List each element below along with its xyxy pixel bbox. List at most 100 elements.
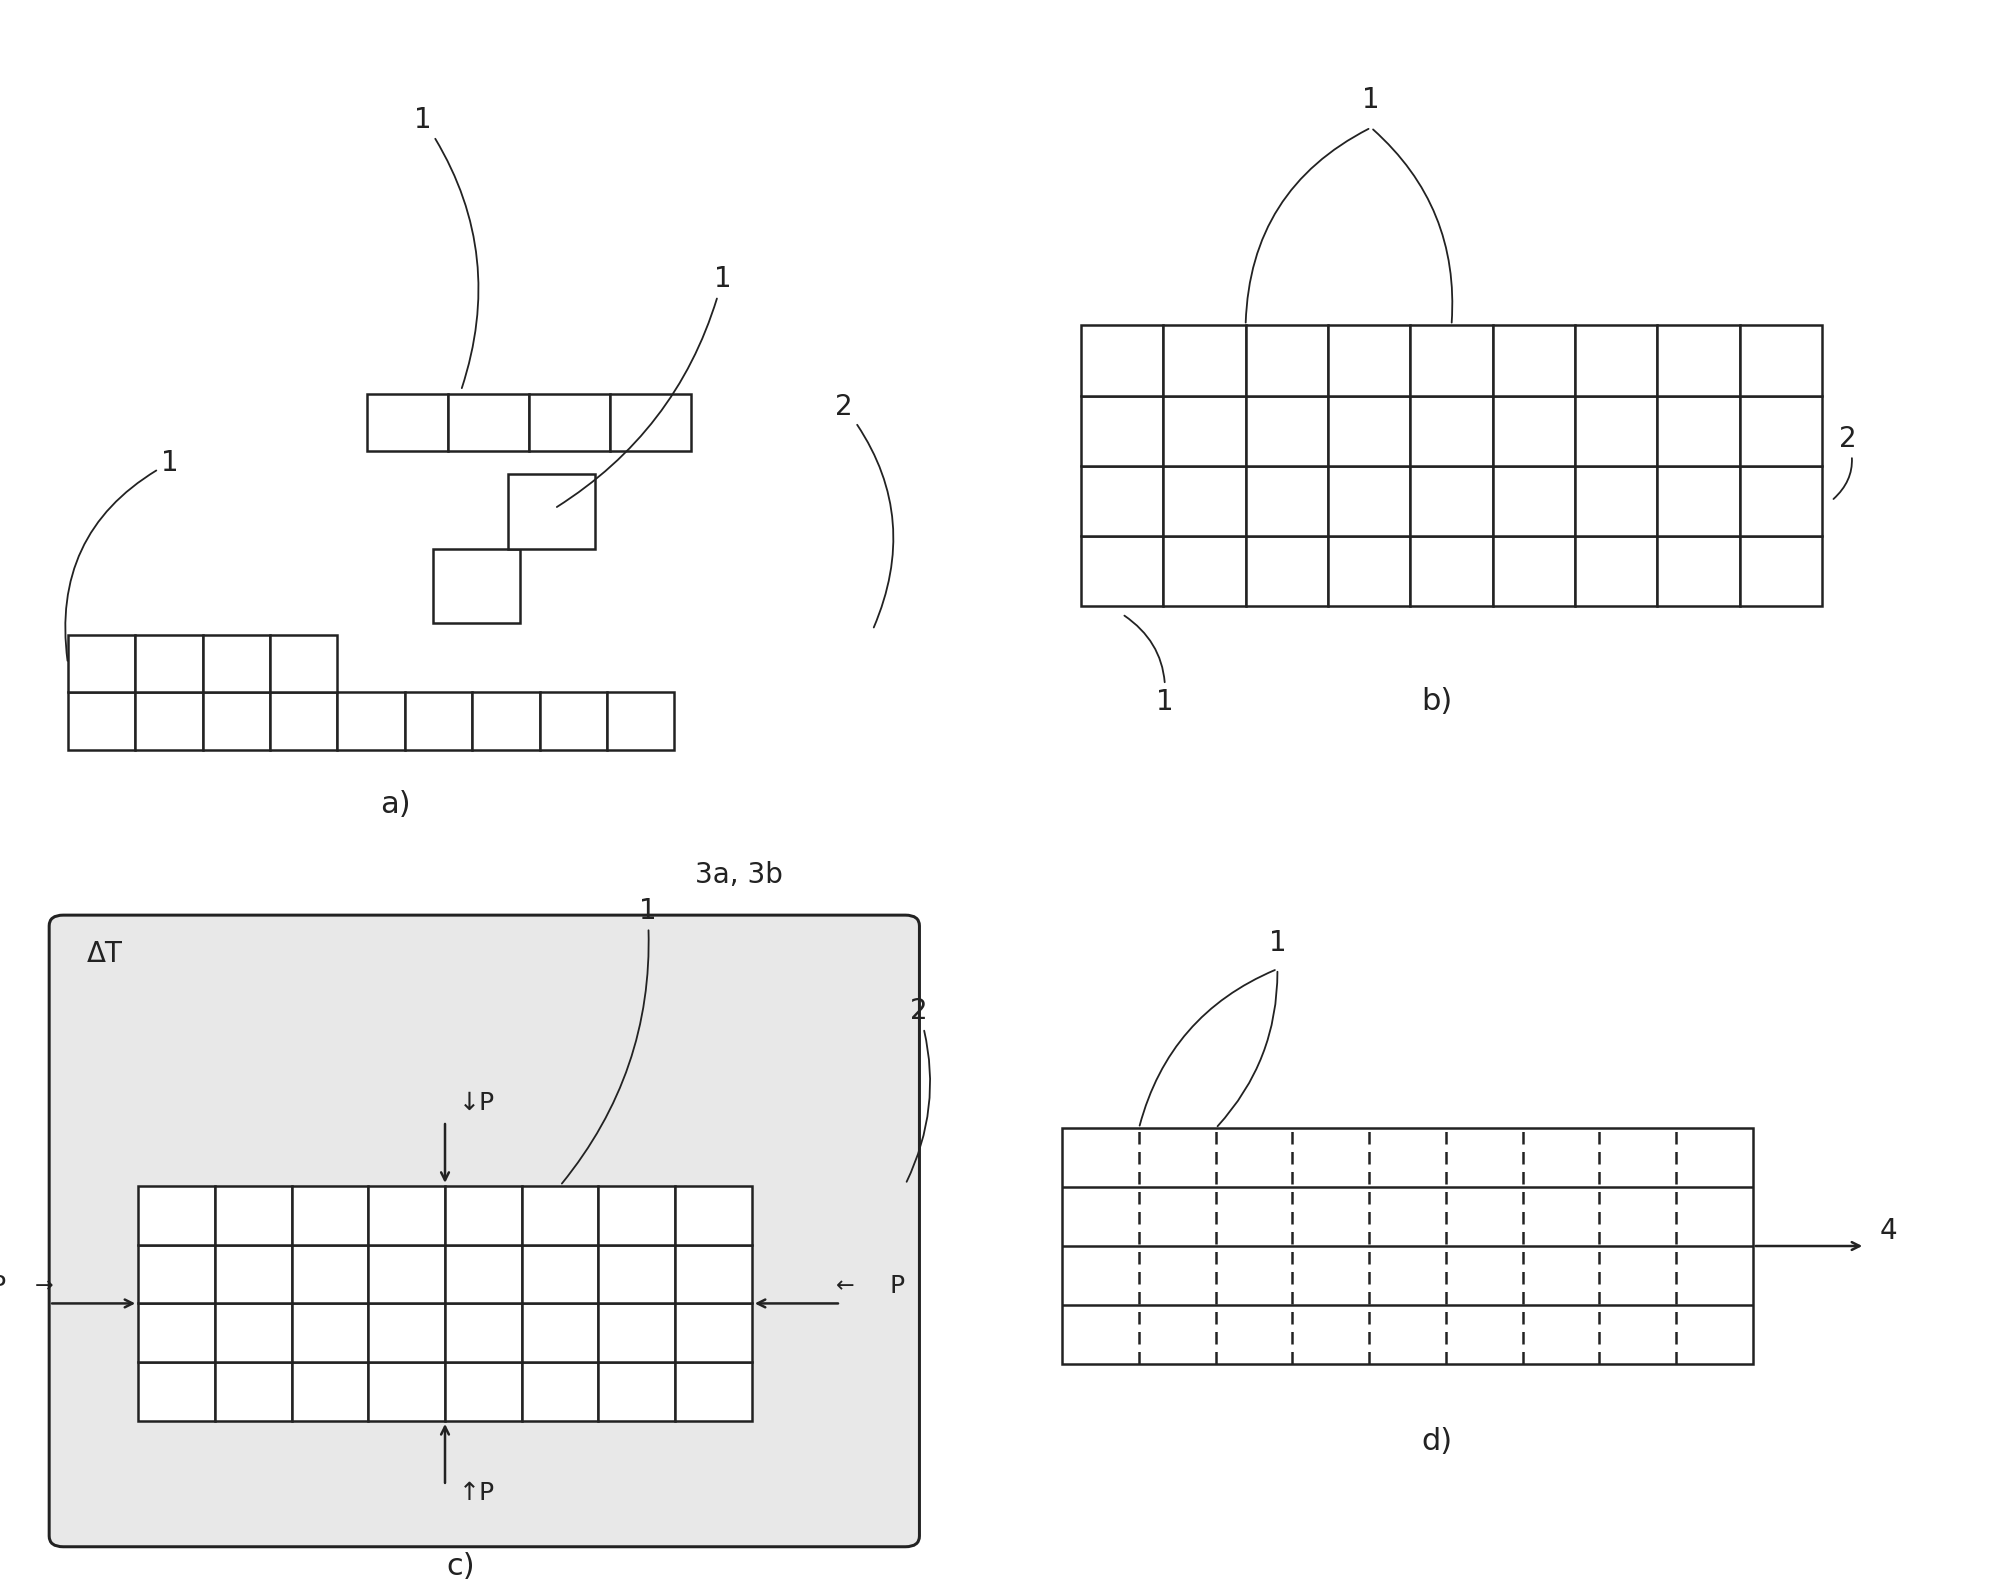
- Bar: [446, 1244, 522, 1303]
- Bar: [271, 692, 336, 750]
- Bar: [1410, 536, 1493, 606]
- Bar: [291, 1303, 368, 1362]
- Bar: [1063, 1128, 1752, 1364]
- Bar: [1163, 325, 1246, 396]
- Bar: [1246, 536, 1328, 606]
- Bar: [1081, 325, 1163, 396]
- Text: →: →: [36, 1276, 54, 1297]
- Bar: [607, 692, 675, 750]
- Bar: [599, 1185, 675, 1244]
- Bar: [1575, 396, 1657, 466]
- Bar: [599, 1362, 675, 1421]
- Bar: [1246, 396, 1328, 466]
- Bar: [1081, 396, 1163, 466]
- Bar: [1410, 396, 1493, 466]
- Bar: [1246, 325, 1328, 396]
- Bar: [522, 1185, 599, 1244]
- Text: 2: 2: [1834, 424, 1856, 499]
- Bar: [1163, 396, 1246, 466]
- Bar: [675, 1185, 753, 1244]
- Text: ←: ←: [836, 1276, 854, 1297]
- Bar: [609, 394, 691, 451]
- Bar: [599, 1244, 675, 1303]
- Text: a): a): [380, 791, 410, 820]
- Text: 2: 2: [906, 997, 930, 1182]
- Bar: [1493, 396, 1575, 466]
- Bar: [1740, 396, 1822, 466]
- Bar: [1328, 536, 1410, 606]
- Bar: [1081, 466, 1163, 536]
- Bar: [1410, 466, 1493, 536]
- Bar: [135, 692, 203, 750]
- Text: 3a, 3b: 3a, 3b: [695, 861, 782, 888]
- Text: ↑P: ↑P: [460, 1482, 496, 1506]
- Bar: [1493, 536, 1575, 606]
- Bar: [1740, 466, 1822, 536]
- Bar: [366, 394, 448, 451]
- Bar: [368, 1185, 446, 1244]
- Bar: [137, 1303, 215, 1362]
- Text: 1: 1: [66, 448, 179, 660]
- Text: ΔT: ΔT: [88, 939, 123, 968]
- Text: 1: 1: [1362, 86, 1380, 113]
- Bar: [368, 1244, 446, 1303]
- Bar: [599, 1303, 675, 1362]
- Text: 1: 1: [414, 105, 478, 388]
- Text: 4: 4: [1880, 1217, 1897, 1244]
- Bar: [522, 1303, 599, 1362]
- Bar: [1575, 466, 1657, 536]
- Bar: [137, 1362, 215, 1421]
- Bar: [291, 1362, 368, 1421]
- Text: 1: 1: [561, 896, 657, 1183]
- Bar: [1328, 396, 1410, 466]
- Bar: [1575, 536, 1657, 606]
- Bar: [1081, 536, 1163, 606]
- Bar: [1657, 536, 1740, 606]
- Bar: [1163, 466, 1246, 536]
- Text: c): c): [446, 1552, 476, 1582]
- Bar: [368, 1303, 446, 1362]
- Bar: [271, 635, 336, 692]
- Bar: [432, 549, 520, 624]
- Bar: [675, 1303, 753, 1362]
- Bar: [448, 394, 530, 451]
- Bar: [215, 1185, 291, 1244]
- Bar: [1740, 325, 1822, 396]
- Bar: [404, 692, 472, 750]
- Bar: [1163, 536, 1246, 606]
- Bar: [522, 1362, 599, 1421]
- Bar: [446, 1185, 522, 1244]
- Bar: [522, 1244, 599, 1303]
- Text: P: P: [0, 1274, 6, 1298]
- Bar: [368, 1362, 446, 1421]
- Bar: [446, 1303, 522, 1362]
- Bar: [1575, 325, 1657, 396]
- Bar: [68, 635, 135, 692]
- Bar: [1246, 466, 1328, 536]
- Text: d): d): [1422, 1428, 1451, 1456]
- Text: ↓P: ↓P: [460, 1091, 496, 1115]
- Text: 1: 1: [1268, 928, 1286, 957]
- Bar: [1328, 325, 1410, 396]
- Bar: [1328, 466, 1410, 536]
- Bar: [137, 1185, 215, 1244]
- Bar: [137, 1244, 215, 1303]
- Text: 1: 1: [1125, 616, 1173, 716]
- Bar: [540, 692, 607, 750]
- Bar: [215, 1303, 291, 1362]
- Bar: [1740, 536, 1822, 606]
- Bar: [446, 1362, 522, 1421]
- Bar: [530, 394, 609, 451]
- Bar: [291, 1185, 368, 1244]
- Bar: [508, 474, 595, 549]
- Bar: [472, 692, 540, 750]
- Bar: [1493, 325, 1575, 396]
- Bar: [215, 1362, 291, 1421]
- Bar: [675, 1244, 753, 1303]
- Text: 1: 1: [557, 265, 731, 507]
- Bar: [291, 1244, 368, 1303]
- Bar: [215, 1244, 291, 1303]
- Bar: [203, 635, 271, 692]
- Bar: [68, 692, 135, 750]
- Text: b): b): [1422, 687, 1451, 716]
